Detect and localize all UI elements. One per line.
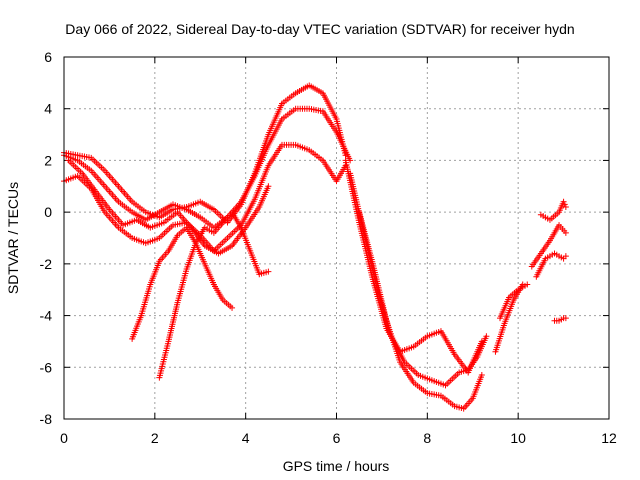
data-point xyxy=(524,281,531,288)
data-series-arc-2 xyxy=(61,105,354,231)
y-tick-label: 0 xyxy=(44,204,52,220)
label-layer: 0 2 4 6 8 10 12 -8 -6 -4 -2 0 2 4 6 xyxy=(40,49,617,446)
data-series-arc-5 xyxy=(129,224,236,342)
y-tick-label: -2 xyxy=(40,256,53,272)
y-tick-label: -6 xyxy=(40,359,53,375)
data-series-arc-3 xyxy=(61,141,349,254)
data-point xyxy=(265,183,272,190)
x-tick-label: 4 xyxy=(242,430,250,446)
y-tick-label: 6 xyxy=(44,49,52,65)
data-point xyxy=(229,304,236,311)
y-tick-label: -8 xyxy=(40,411,53,427)
x-tick-label: 10 xyxy=(510,430,526,446)
y-axis-title: SDTVAR / TECUs xyxy=(5,182,21,294)
data-series-arc-10 xyxy=(492,281,526,355)
data-series-arc-6 xyxy=(156,209,272,381)
data-series-arc-11 xyxy=(497,281,531,322)
x-axis-title: GPS time / hours xyxy=(283,458,390,474)
y-tick-label: 4 xyxy=(44,101,52,117)
y-tick-label: 2 xyxy=(44,152,52,168)
data-point xyxy=(265,268,272,275)
data-series-arc-14 xyxy=(537,198,569,223)
data-series-arc-7 xyxy=(342,157,485,376)
data-point xyxy=(562,203,569,210)
data-series-arc-13 xyxy=(533,250,569,280)
y-tick-label: -4 xyxy=(40,308,53,324)
x-tick-label: 0 xyxy=(60,430,68,446)
data-point xyxy=(562,315,569,322)
data-layer xyxy=(61,82,569,412)
x-tick-label: 8 xyxy=(423,430,431,446)
data-series-arc-12 xyxy=(528,222,569,270)
x-tick-label: 6 xyxy=(333,430,341,446)
data-series-arc-9 xyxy=(356,209,485,412)
x-tick-label: 12 xyxy=(601,430,617,446)
grid-layer xyxy=(64,57,609,419)
data-series-arc-4 xyxy=(65,157,272,257)
data-point xyxy=(562,253,569,260)
data-point-fill xyxy=(561,201,568,208)
data-point xyxy=(478,372,485,379)
x-tick-label: 2 xyxy=(151,430,159,446)
chart-title: Day 066 of 2022, Sidereal Day-to-day VTE… xyxy=(65,21,574,37)
data-series-arc-8 xyxy=(347,170,490,389)
data-point xyxy=(483,333,490,340)
data-point xyxy=(562,229,569,236)
data-point xyxy=(560,198,567,205)
plot-frame xyxy=(63,56,610,420)
data-series-arc-15 xyxy=(551,315,569,324)
